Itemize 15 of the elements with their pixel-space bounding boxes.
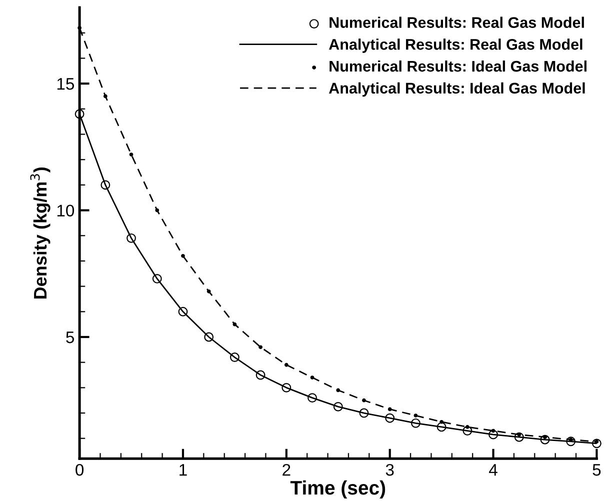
x-axis-title: Time (sec) xyxy=(290,480,386,499)
legend-label: Numerical Results: Ideal Gas Model xyxy=(330,60,586,72)
x-tick-label: 2 xyxy=(282,464,290,476)
x-tick-label: 5 xyxy=(592,464,601,476)
legend-label: Analytical Results: Ideal Gas Model xyxy=(328,82,585,97)
legend-label: Analytical Results: Real Gas Model xyxy=(328,38,582,53)
x-tick-label: 1 xyxy=(180,464,187,476)
x-tick-label: 3 xyxy=(386,464,394,476)
y-tick-label: 15 xyxy=(57,78,74,90)
legend-label: Numerical Results: Real Gas Model xyxy=(330,16,584,28)
x-tick-label: 4 xyxy=(489,464,498,476)
y-tick-label: 5 xyxy=(66,332,74,344)
y-axis-title: Density (kg/m$^{3}$) xyxy=(30,168,50,299)
x-tick-label: 0 xyxy=(76,464,84,476)
y-tick-label: 10 xyxy=(57,204,74,216)
